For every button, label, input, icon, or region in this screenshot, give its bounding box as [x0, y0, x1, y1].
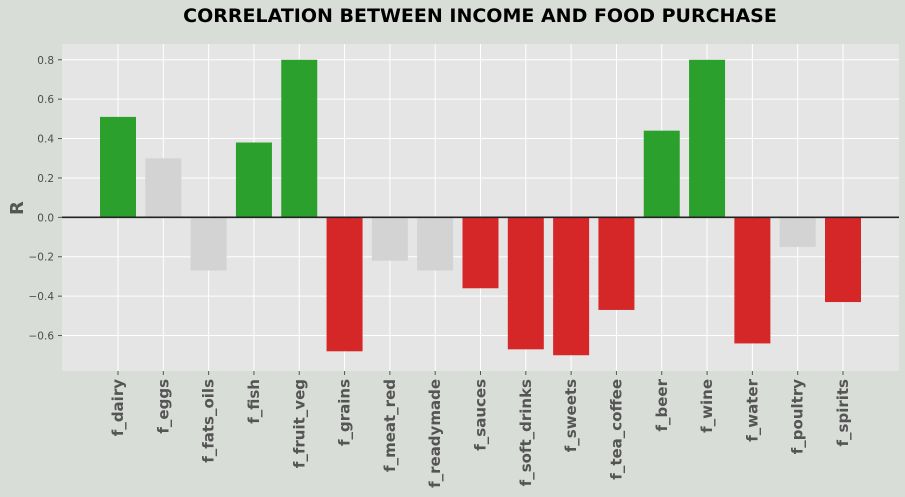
y-tick-label: −0.4 — [29, 291, 55, 303]
bar-f_eggs — [145, 158, 182, 218]
x-tick-label-f_tea_coffee: f_tea_coffee — [607, 379, 625, 480]
x-tick-label-f_poultry: f_poultry — [789, 379, 807, 454]
x-tick-label-f_fish: f_fish — [245, 379, 263, 424]
x-tick-label-f_eggs: f_eggs — [154, 379, 172, 434]
bar-f_spirits — [825, 217, 861, 303]
x-tick-label-f_wine: f_wine — [698, 379, 716, 433]
x-tick-label-f_soft_drinks: f_soft_drinks — [517, 379, 535, 486]
y-tick-label: 0.2 — [37, 173, 54, 185]
x-tick-label-f_dairy: f_dairy — [109, 379, 127, 436]
bar-f_fats_oils — [190, 217, 227, 271]
bar-f_wine — [689, 59, 726, 218]
bar-f_dairy — [100, 116, 136, 218]
bar-f_beer — [643, 130, 680, 218]
y-tick-label: −0.6 — [29, 331, 55, 343]
x-tick-label-f_meat_red: f_meat_red — [381, 379, 399, 472]
bar-f_tea_coffee — [598, 217, 635, 310]
bar-f_meat_red — [371, 217, 408, 261]
bar-f_soft_drinks — [507, 217, 544, 350]
y-axis-label: R — [7, 201, 28, 215]
x-axis-ticks: f_dairy f_eggs f_fats_oils f_fish f_fruit_ve… — [109, 371, 852, 488]
x-tick-label-f_grains: f_grains — [336, 379, 354, 446]
x-tick-label-f_readymade: f_readymade — [426, 379, 444, 488]
bar-f_fish — [235, 142, 272, 218]
bars — [100, 59, 861, 356]
y-tick-label: 0.4 — [37, 134, 54, 146]
bar-f_sweets — [553, 217, 590, 356]
y-tick-label: 0.0 — [37, 212, 54, 224]
bar-f_water — [734, 217, 771, 344]
x-tick-label-f_sweets: f_sweets — [562, 379, 580, 452]
bar-f_fruit_veg — [281, 59, 318, 218]
x-tick-label-f_beer: f_beer — [653, 378, 671, 431]
x-tick-label-f_water: f_water — [743, 378, 761, 441]
bar-f_grains — [326, 217, 363, 352]
y-tick-label: 0.8 — [37, 55, 54, 67]
bar-f_readymade — [417, 217, 454, 271]
bar-f_sauces — [462, 217, 499, 289]
y-tick-label: 0.6 — [37, 94, 54, 106]
x-tick-label-f_spirits: f_spirits — [834, 379, 852, 447]
chart-title: CORRELATION BETWEEN INCOME AND FOOD PURC… — [183, 5, 777, 27]
x-tick-label-f_sauces: f_sauces — [472, 379, 490, 451]
y-axis-ticks: −0.6 −0.4 −0.2 0.0 0.2 0.4 0.6 0.8 — [29, 55, 62, 343]
x-tick-label-f_fats_oils: f_fats_oils — [200, 379, 218, 463]
bar-f_poultry — [779, 217, 816, 247]
x-tick-label-f_fruit_veg: f_fruit_veg — [290, 379, 308, 468]
y-tick-label: −0.2 — [29, 252, 55, 264]
